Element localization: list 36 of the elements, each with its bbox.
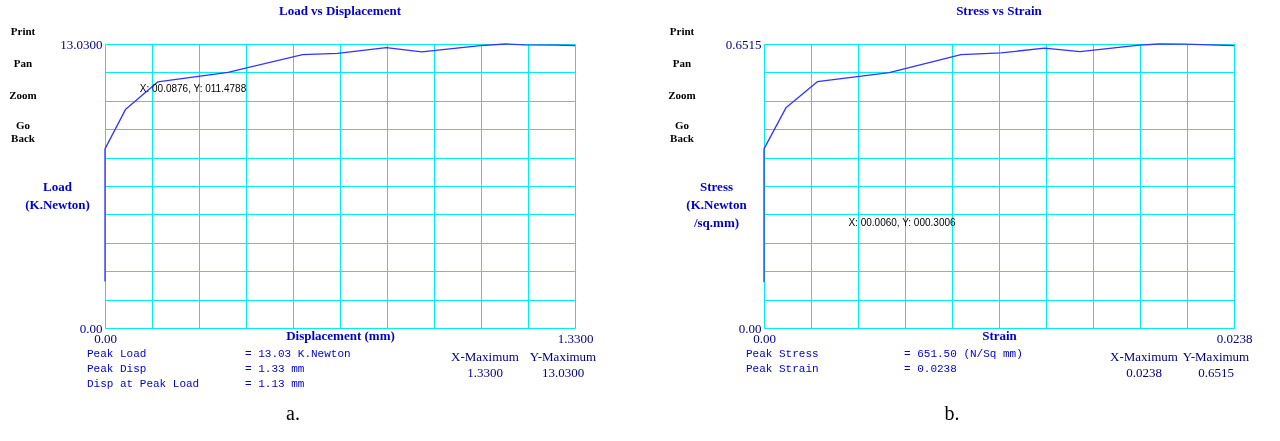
text: Pan xyxy=(13,57,33,69)
text: Go Back xyxy=(11,119,36,144)
text: = 651.50 (N/Sq mm) xyxy=(904,348,1023,360)
text: 13.0300 xyxy=(541,365,585,380)
text: Print xyxy=(669,25,695,37)
text: = 0.0238 xyxy=(904,363,957,375)
text: 0.0238 xyxy=(1126,365,1162,380)
x-tick-label: 1.3300 xyxy=(557,330,594,346)
text: Peak Disp xyxy=(87,363,147,375)
text: Zoom xyxy=(668,89,696,101)
text: Go Back xyxy=(670,119,695,144)
text: Peak Strain xyxy=(746,363,819,375)
x-axis-title: Strain xyxy=(982,327,1018,343)
text: = 13.03 K.Newton xyxy=(245,348,351,360)
text: Disp at Peak Load xyxy=(87,378,200,390)
text: X-Maximum xyxy=(1110,349,1178,364)
text: Print xyxy=(10,25,36,37)
text: Pan xyxy=(672,57,692,69)
text: a. xyxy=(286,402,300,424)
text: Peak Stress xyxy=(746,348,819,360)
text: Peak Load xyxy=(87,348,147,360)
text: b. xyxy=(944,402,960,424)
x-axis-title: Displacement (mm) xyxy=(286,327,395,343)
text: Zoom xyxy=(9,89,37,101)
chart-title: Stress vs Strain xyxy=(956,3,1043,18)
text: 0.6515 xyxy=(1198,365,1234,380)
x-tick-label: 0.0238 xyxy=(1216,330,1253,346)
text: = 1.33 mm xyxy=(245,363,305,375)
text: = 1.13 mm xyxy=(245,378,305,390)
text: 1.3300 xyxy=(467,365,503,380)
chart-title: Load vs Displacement xyxy=(278,3,402,18)
y-axis-title: Stress (K.Newton /sq.mm) xyxy=(686,178,748,230)
y-axis-title: Load (K.Newton) xyxy=(25,178,90,212)
text: Y-Maximum xyxy=(1182,349,1250,364)
text: X-Maximum xyxy=(451,349,519,364)
text: Y-Maximum xyxy=(529,349,597,364)
